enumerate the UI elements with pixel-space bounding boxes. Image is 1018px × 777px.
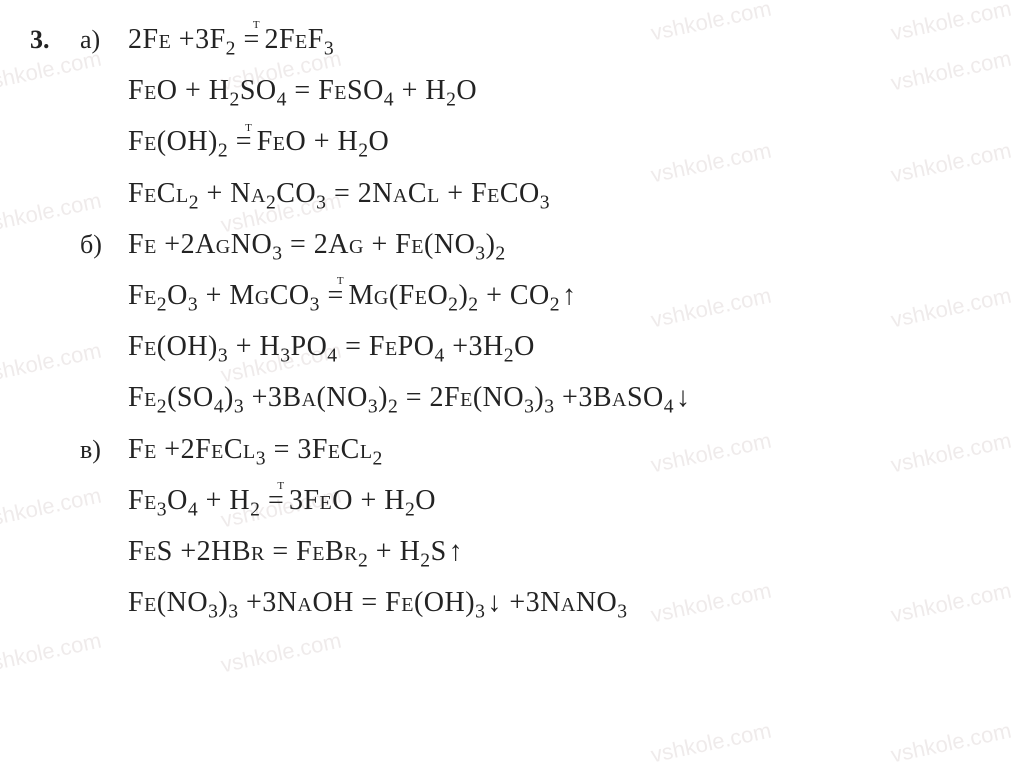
equation-row: FeCl2 + Na2CO3 = 2NaCl + FeCO3: [30, 174, 988, 213]
watermark: vshkole.com: [0, 628, 104, 679]
equation-row: Fe2(SO4)3 +3Ba(NO3)2 = 2Fe(NO3)3 +3BaSO4: [30, 378, 988, 417]
equation-row: FeS +2HBr = FeBr2 + H2S: [30, 532, 988, 571]
equation-row: FeO + H2SO4 = FeSO4 + H2O: [30, 71, 988, 110]
chemical-equation: FeCl2 + Na2CO3 = 2NaCl + FeCO3: [128, 174, 550, 213]
equation-row: б)Fe +2AgNO3 = 2Ag + Fe(NO3)2: [30, 225, 988, 264]
chemical-equation: 2Fe +3F2 =t 2FeF3: [128, 20, 334, 59]
group-letter: а): [80, 22, 128, 58]
equation-row: 3.а)2Fe +3F2 =t 2FeF3: [30, 20, 988, 59]
equation-row: Fe2O3 + MgCO3 =t Mg(FeO2)2 + CO2: [30, 276, 988, 315]
equation-row: в)Fe +2FeCl3 = 3FeCl2: [30, 430, 988, 469]
chemical-equation: Fe3O4 + H2 =t 3FeO + H2O: [128, 481, 436, 520]
group-letter: б): [80, 227, 128, 263]
watermark: vshkole.com: [649, 718, 774, 769]
chemical-equation: Fe2(SO4)3 +3Ba(NO3)2 = 2Fe(NO3)3 +3BaSO4: [128, 378, 691, 417]
equation-row: Fe3O4 + H2 =t 3FeO + H2O: [30, 481, 988, 520]
equation-row: Fe(OH)2 =t FeO + H2O: [30, 122, 988, 161]
chemical-equation: FeS +2HBr = FeBr2 + H2S: [128, 532, 463, 571]
chemical-equation: Fe(OH)2 =t FeO + H2O: [128, 122, 389, 161]
chemical-equation: FeO + H2SO4 = FeSO4 + H2O: [128, 71, 477, 110]
equation-row: Fe(NO3)3 +3NaOH = Fe(OH)3 +3NaNO3: [30, 583, 988, 622]
chemical-equation: Fe2O3 + MgCO3 =t Mg(FeO2)2 + CO2: [128, 276, 577, 315]
problem-number: 3.: [30, 22, 80, 58]
chemical-equation: Fe +2FeCl3 = 3FeCl2: [128, 430, 383, 469]
watermark: vshkole.com: [219, 628, 344, 679]
watermark: vshkole.com: [889, 718, 1014, 769]
chemical-equation: Fe +2AgNO3 = 2Ag + Fe(NO3)2: [128, 225, 506, 264]
group-letter: в): [80, 432, 128, 468]
chemical-equation: Fe(OH)3 + H3PO4 = FePO4 +3H2O: [128, 327, 535, 366]
chemical-equation: Fe(NO3)3 +3NaOH = Fe(OH)3 +3NaNO3: [128, 583, 628, 622]
equation-row: Fe(OH)3 + H3PO4 = FePO4 +3H2O: [30, 327, 988, 366]
